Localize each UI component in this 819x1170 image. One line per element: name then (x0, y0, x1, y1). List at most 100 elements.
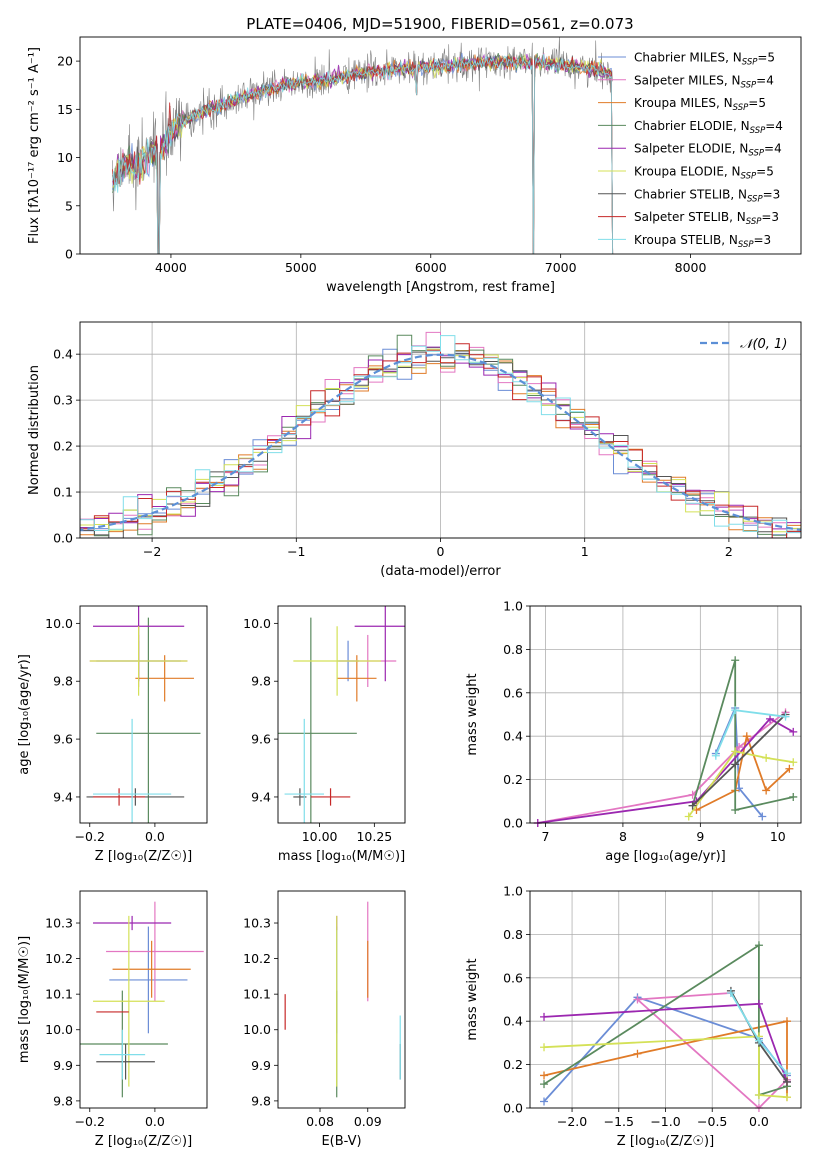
y-tick-label: 0.6 (503, 685, 523, 700)
mass_vs_Z-xlabel: Z [log₁₀(Z/Z☉)] (95, 1134, 192, 1149)
age_vs_mass-points (278, 606, 405, 823)
y-tick-label: 10.2 (243, 951, 271, 966)
marker-plus (754, 1090, 763, 1099)
y-tick-label: 20 (57, 54, 73, 69)
y-tick-label: 10.1 (45, 987, 73, 1002)
x-tick-label: −2.0 (557, 1114, 587, 1129)
y-tick-label: 5 (65, 198, 73, 213)
x-tick-label: −0.2 (75, 1114, 105, 1129)
figure-title: PLATE=0406, MJD=51900, FIBERID=0561, z=0… (246, 15, 633, 33)
x-tick-label: 8000 (675, 260, 707, 275)
residuals-axes: −2 −1 0 1 2 0.0 0.1 0.2 0.3 0.4 (53, 322, 801, 559)
age_vs_mass-xlabel: mass [log₁₀(M/M☉)] (278, 849, 405, 864)
marker-plus (789, 758, 798, 767)
marker-plus (754, 941, 763, 950)
x-tick-label: 0.0 (749, 1114, 769, 1129)
x-tick-label: −1.5 (604, 1114, 634, 1129)
marker-plus (540, 1043, 549, 1052)
mass-weight-line-1 (635, 992, 788, 1110)
mass_vs_Z-axes: −0.2 0.0 9.8 9.9 10.0 10.1 10.2 10.3 (45, 916, 165, 1129)
y-tick-label: 0.0 (53, 531, 73, 546)
marker-plus (782, 1069, 791, 1078)
marker-plus (711, 751, 720, 760)
mass_vs_EBV-points (284, 901, 401, 1098)
age_vs_Z-frame (79, 605, 208, 824)
y-tick-label: 0.6 (503, 970, 523, 985)
y-tick-label: 9.8 (251, 1093, 271, 1108)
x-tick-label: 4000 (155, 260, 187, 275)
residual-hist-8 (80, 335, 801, 538)
legend-label: Chabrier MILES, NSSP=5 (634, 51, 775, 68)
spectrum-frame (79, 36, 802, 255)
mass-weight-line-5 (543, 1035, 788, 1099)
y-tick-label: 10.3 (45, 916, 73, 931)
x-tick-label: 10 (770, 829, 786, 844)
spectrum-model-3 (112, 52, 614, 254)
mw_vs_age-xlabel: age [log₁₀(age/yr)] (605, 849, 726, 864)
x-tick-label: −2 (143, 544, 161, 559)
y-tick-label: 9.9 (251, 1058, 271, 1073)
marker-plus (633, 1049, 642, 1058)
y-tick-label: 0.4 (503, 1014, 523, 1029)
spectrum-axes: 4000 5000 6000 7000 8000 0 5 10 15 20 (57, 54, 706, 275)
spectrum-model-5 (112, 54, 614, 254)
y-tick-label: 0.2 (503, 772, 523, 787)
x-tick-label: 0.0 (145, 1114, 165, 1129)
y-tick-label: 0.0 (503, 1101, 523, 1116)
legend-label: Salpeter STELIB, NSSP=3 (634, 210, 779, 227)
y-tick-label: 15 (57, 102, 73, 117)
marker-plus (754, 999, 763, 1008)
x-tick-label: −0.2 (75, 829, 105, 844)
spectrum-model-2 (112, 54, 614, 254)
marker-plus (540, 1080, 549, 1089)
spectrum-model-1 (112, 53, 614, 254)
age_vs_Z-points (86, 606, 201, 823)
marker-plus (782, 1017, 791, 1026)
marker-plus (758, 812, 767, 821)
y-tick-label: 0.0 (503, 816, 523, 831)
spectrum-lines (112, 37, 614, 254)
spectrum-legend: Chabrier MILES, NSSP=5 Salpeter MILES, NS… (598, 51, 783, 250)
residuals-ylabel: Normed distribution (27, 365, 42, 495)
x-tick-label: 7 (542, 829, 550, 844)
mw_vs_Z-xlabel: Z [log₁₀(Z/Z☉)] (617, 1134, 714, 1149)
y-tick-label: 1.0 (503, 884, 523, 899)
mass-weight-line-3 (691, 660, 794, 812)
marker-plus (782, 1077, 791, 1086)
legend-label: Kroupa STELIB, NSSP=3 (634, 233, 771, 250)
marker-plus (726, 988, 735, 997)
y-tick-label: 9.8 (53, 1093, 73, 1108)
spectrum-model-4 (112, 53, 614, 254)
mass-weight-line-3 (543, 943, 788, 1097)
mw_vs_Z-series (540, 941, 791, 1112)
marker-plus (684, 812, 693, 821)
residuals-legend: 𝒩(0, 1) (700, 337, 787, 352)
mass-weight-line-2 (543, 1020, 788, 1098)
x-tick-label: 0.08 (306, 1114, 334, 1129)
spectrum-xlabel: wavelength [Angstrom, rest frame] (326, 280, 555, 295)
age_vs_mass-axes: 10.00 10.25 9.4 9.6 9.8 10.0 (243, 616, 392, 844)
legend-label: Kroupa MILES, NSSP=5 (634, 96, 766, 113)
marker-plus (735, 743, 744, 752)
marker-plus (633, 995, 642, 1004)
marker-plus (731, 747, 740, 756)
marker-plus (766, 714, 775, 723)
y-tick-label: 0.2 (503, 1057, 523, 1072)
y-tick-label: 10.0 (243, 1022, 271, 1037)
marker-plus (540, 1012, 549, 1021)
y-tick-label: 9.6 (53, 732, 73, 747)
mw_vs_Z-ylabel: mass weight (465, 958, 480, 1040)
legend-label: 𝒩(0, 1) (740, 337, 787, 352)
y-tick-label: 0.2 (53, 439, 73, 454)
y-tick-label: 9.4 (53, 789, 73, 804)
mass_vs_Z-points (80, 901, 204, 1098)
y-tick-label: 9.9 (53, 1058, 73, 1073)
x-tick-label: 10.00 (302, 829, 338, 844)
x-tick-label: 7000 (545, 260, 577, 275)
y-tick-label: 10.0 (243, 616, 271, 631)
age_vs_Z-xlabel: Z [log₁₀(Z/Z☉)] (95, 849, 192, 864)
x-tick-label: 10.25 (356, 829, 392, 844)
y-tick-label: 0.1 (53, 485, 73, 500)
y-tick-label: 1.0 (503, 599, 523, 614)
y-tick-label: 9.8 (251, 674, 271, 689)
